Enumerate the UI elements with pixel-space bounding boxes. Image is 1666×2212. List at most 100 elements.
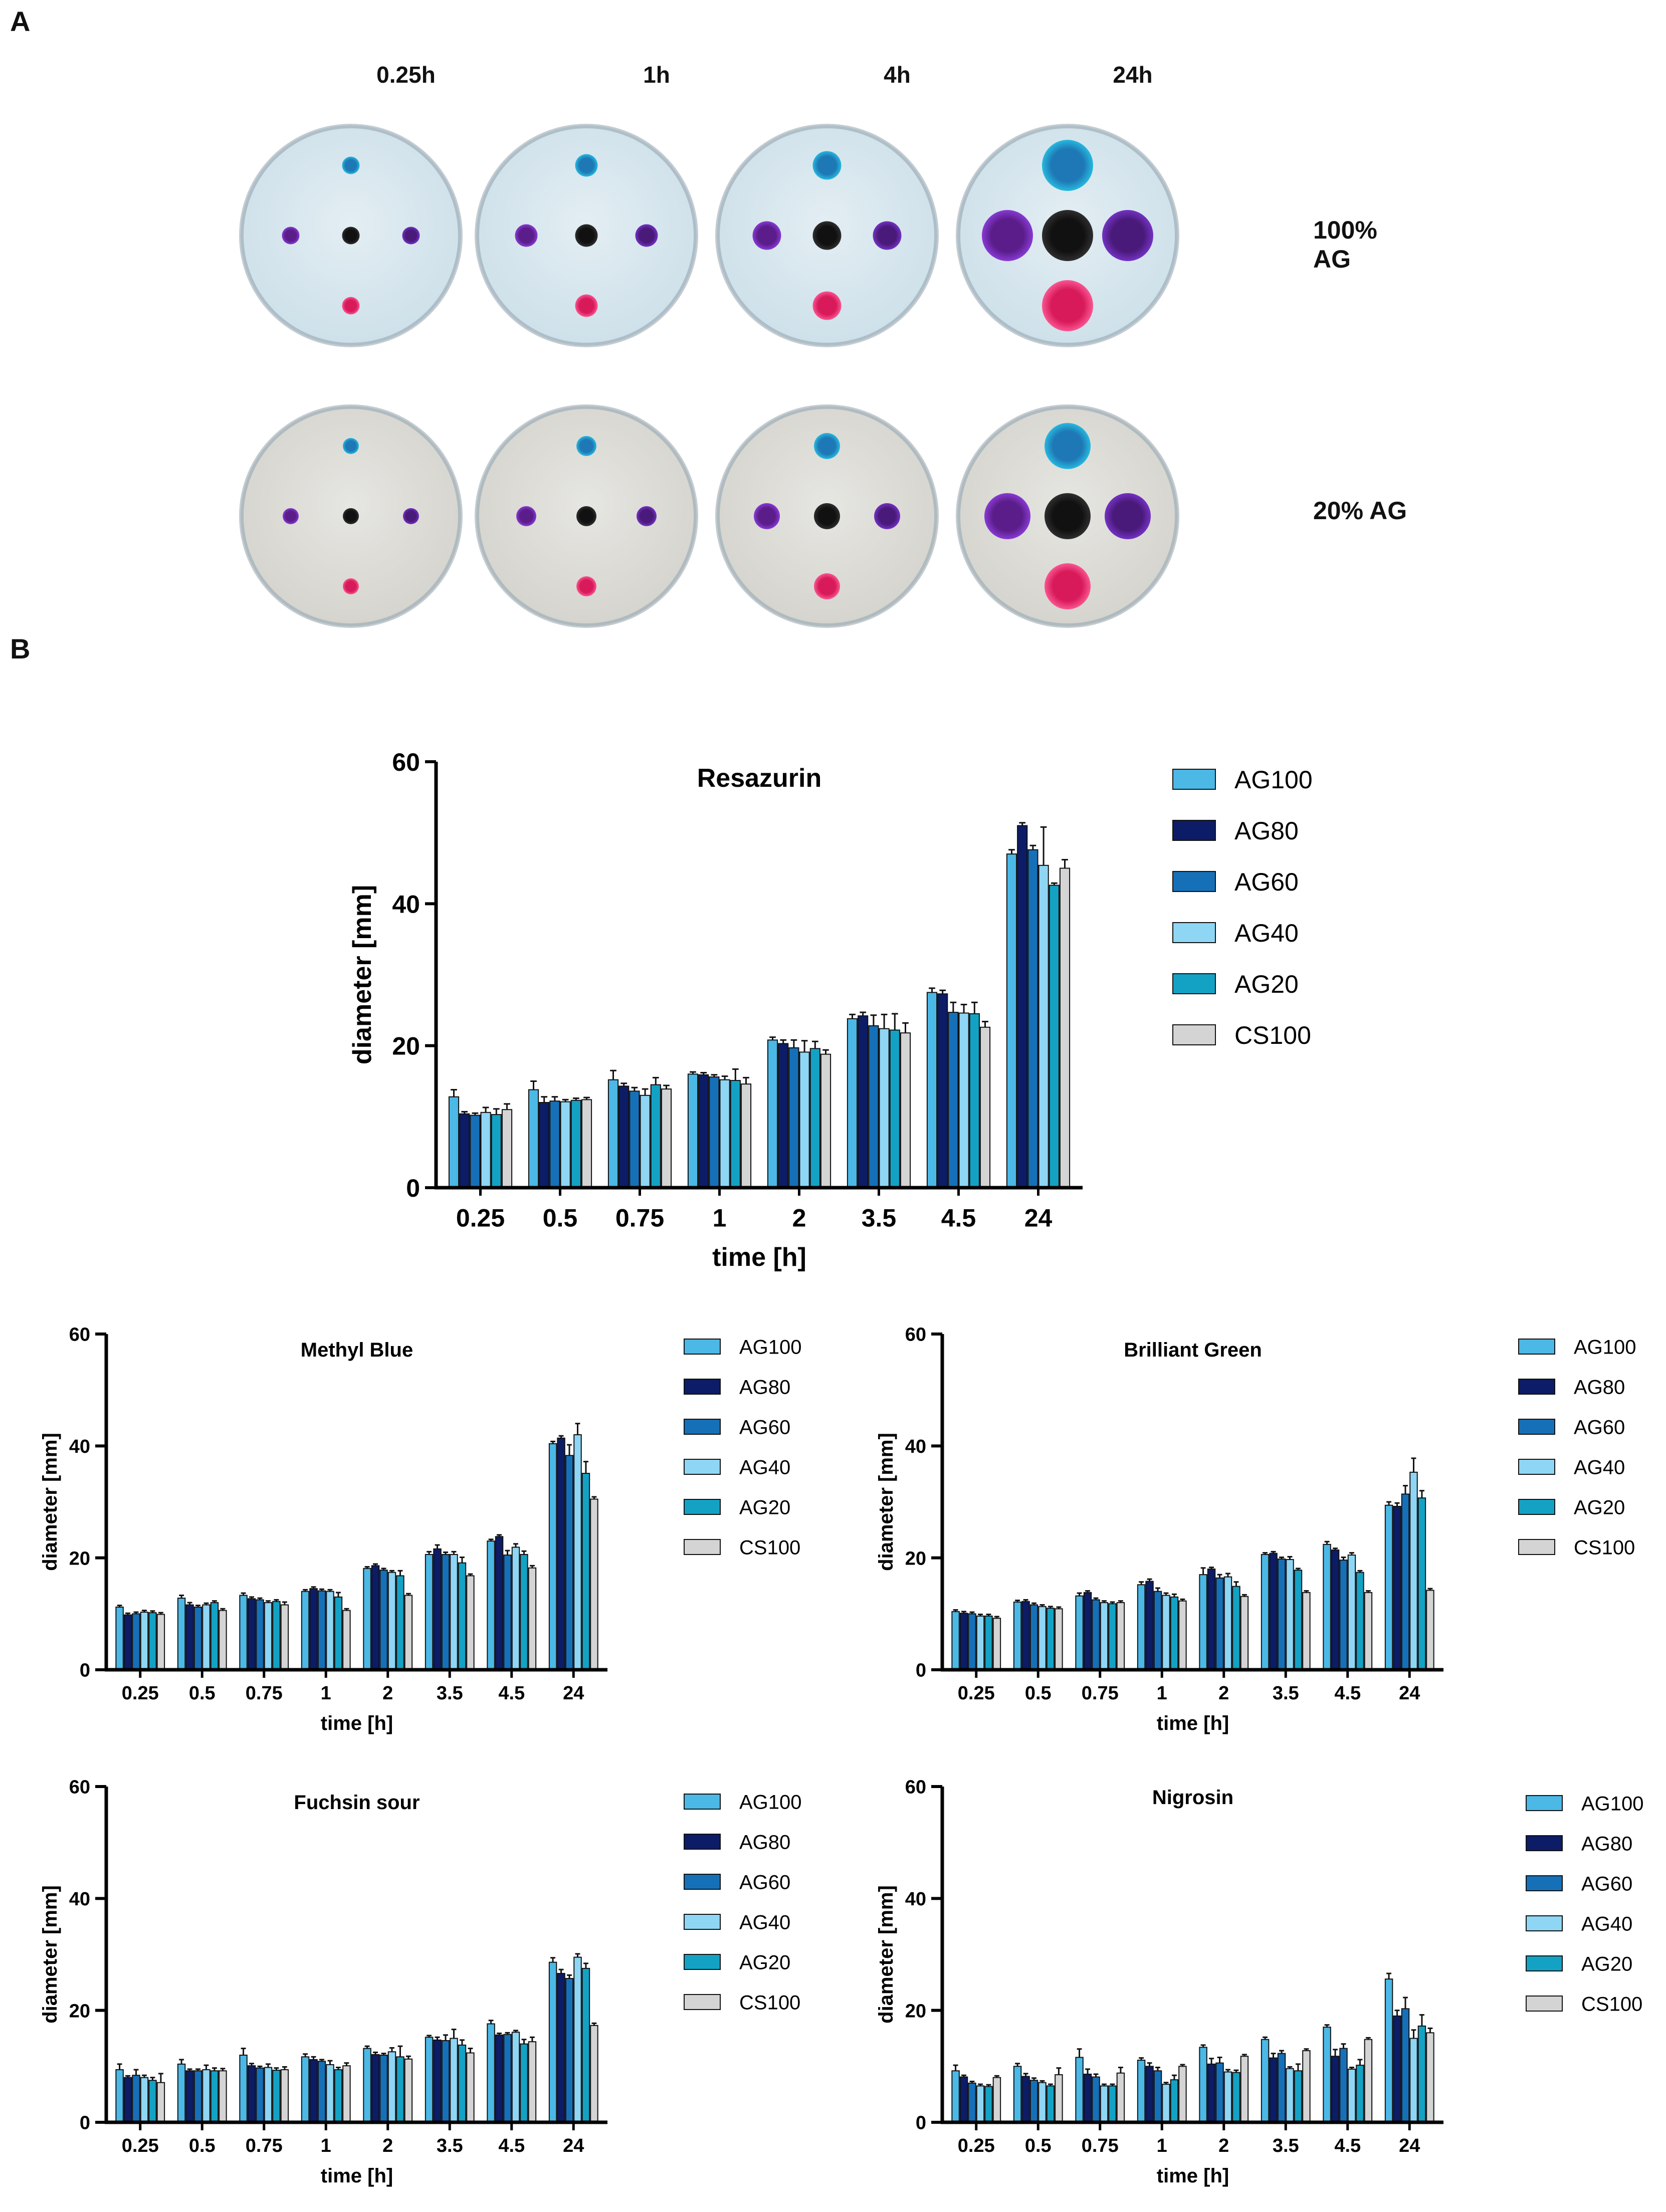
x-axis-label: time [h]: [321, 1712, 393, 1734]
bar-AG40-0.5: [202, 1604, 211, 1670]
x-tick-label: 3.5: [862, 1204, 897, 1232]
bar-AG60-3.5: [1277, 1558, 1286, 1670]
bar-AG40-24: [573, 1956, 582, 2123]
bar-CS100-0.25: [992, 2077, 1001, 2123]
bar-AG100-3.5: [425, 2037, 434, 2123]
x-tick-label: 0.25: [958, 1683, 995, 1704]
bar-CS100-1: [342, 1610, 351, 1670]
bar-AG40-3.5: [1286, 1559, 1294, 1670]
bar-CS100-4.5: [1364, 2039, 1373, 2123]
panel-b-letter: B: [10, 633, 31, 665]
legend-label-AG100: AG100: [1581, 1793, 1644, 1815]
bar-AG80-1: [309, 2059, 318, 2123]
bar-AG80-4.5: [495, 2034, 504, 2123]
bar-CS100-24: [590, 1498, 598, 1671]
bar-AG20-24: [581, 1473, 590, 1671]
bar-CS100-0.75: [661, 1088, 672, 1188]
legend-label-AG60: AG60: [739, 1871, 790, 1893]
legend-swatch-CS100: [684, 1994, 721, 2010]
bar-AG20-1: [730, 1080, 741, 1188]
bar-AG60-24: [565, 1455, 574, 1670]
legend-label-AG60: AG60: [1574, 1416, 1625, 1438]
dye-spot: [575, 154, 598, 177]
legend-label-CS100: CS100: [1234, 1021, 1311, 1049]
x-tick-label: 3.5: [437, 1683, 463, 1704]
legend-swatch-CS100: [684, 1539, 721, 1555]
dye-spot: [873, 221, 902, 250]
x-tick-label: 0.75: [1082, 2135, 1119, 2156]
x-tick-label: 0.5: [189, 1683, 216, 1704]
legend-swatch-AG100: [1172, 769, 1216, 790]
x-tick-label: 24: [1024, 1204, 1053, 1232]
bar-AG100-1: [1137, 2060, 1146, 2123]
y-axis-label: diameter [mm]: [39, 1433, 61, 1571]
bar-AG20-0.25: [984, 2086, 993, 2123]
dye-spot: [575, 294, 598, 317]
bar-AG60-3.5: [868, 1025, 879, 1188]
bar-AG80-24: [1393, 1505, 1401, 1671]
bar-AG20-0.5: [1046, 2085, 1055, 2123]
dye-spot: [343, 438, 359, 454]
bar-AG100-0.5: [1013, 1601, 1022, 1670]
y-axis-label: diameter [mm]: [39, 1885, 61, 2024]
bar-AG100-1: [301, 2056, 310, 2123]
x-tick-label: 4.5: [1334, 2135, 1361, 2156]
bar-AG20-0.25: [148, 2080, 157, 2123]
bar-AG20-1: [1170, 2079, 1179, 2123]
x-tick-label: 3.5: [1273, 2135, 1299, 2156]
bar-AG100-1: [1137, 1584, 1146, 1670]
legend-label-AG60: AG60: [1581, 1873, 1632, 1895]
legend-swatch-CS100: [1172, 1024, 1216, 1045]
x-tick-label: 1: [1157, 1683, 1167, 1704]
legend-swatch-AG60: [684, 1419, 721, 1435]
dye-spot: [576, 576, 596, 596]
bar-AG80-0.75: [247, 1598, 256, 1671]
bar-CS100-3.5: [466, 2052, 475, 2123]
dye-spot: [575, 224, 598, 247]
bar-AG20-24: [1417, 2025, 1426, 2123]
dye-spot: [515, 224, 538, 247]
dye-spot: [342, 227, 360, 245]
bar-AG80-4.5: [1331, 2056, 1340, 2123]
dye-spot: [637, 506, 657, 526]
bar-AG80-0.25: [959, 1613, 968, 1670]
y-tick-label: 60: [69, 1777, 90, 1798]
bar-CS100-0.5: [219, 1610, 227, 1670]
bar-AG60-0.75: [629, 1090, 640, 1188]
bar-AG80-2: [1207, 2063, 1216, 2123]
bar-AG60-0.25: [968, 2082, 976, 2123]
bar-AG80-1: [309, 1588, 318, 1670]
bar-CS100-3.5: [900, 1032, 911, 1189]
row-label-100: 100% AG: [1313, 216, 1377, 273]
bar-AG60-4.5: [503, 2034, 512, 2123]
bar-CS100-2: [1240, 1596, 1249, 1670]
bar-AG40-0.75: [1100, 1602, 1109, 1670]
bar-AG80-2: [1207, 1569, 1216, 1670]
bar-AG80-2: [371, 2054, 380, 2123]
chart-nigrosin: 0 20 40 60 0.25 0.5 0.75 1 2 3.5 4.5 24 time [h] diam…: [875, 1777, 1643, 2187]
x-axis-label: time [h]: [1157, 2165, 1229, 2187]
bar-AG80-1: [1145, 1581, 1154, 1670]
bar-AG20-4.5: [520, 1554, 528, 1670]
bar-AG40-1: [326, 2064, 334, 2123]
bar-AG80-0.5: [185, 1604, 194, 1670]
legend-label-CS100: CS100: [739, 1992, 800, 2014]
bar-AG60-0.5: [1029, 1604, 1038, 1670]
bar-AG100-4.5: [926, 992, 938, 1188]
bar-AG60-0.5: [193, 2070, 202, 2123]
bar-AG80-3.5: [433, 1548, 442, 1671]
bar-AG100-0.75: [239, 2055, 248, 2123]
bar-AG100-24: [1006, 853, 1017, 1188]
bar-AG80-2: [778, 1043, 789, 1189]
bar-AG20-4.5: [520, 2043, 528, 2123]
bar-AG40-3.5: [1286, 2068, 1294, 2123]
x-tick-label: 1: [321, 2135, 331, 2156]
dye-spot: [576, 506, 596, 526]
bar-AG60-2: [788, 1047, 799, 1189]
chart-title: Brilliant Green: [1124, 1339, 1262, 1361]
bar-CS100-0.25: [992, 1618, 1001, 1670]
bar-AG80-24: [557, 1972, 565, 2123]
x-tick-label: 24: [1399, 1683, 1420, 1704]
y-tick-label: 0: [406, 1174, 420, 1202]
x-axis-label: time [h]: [712, 1243, 806, 1272]
